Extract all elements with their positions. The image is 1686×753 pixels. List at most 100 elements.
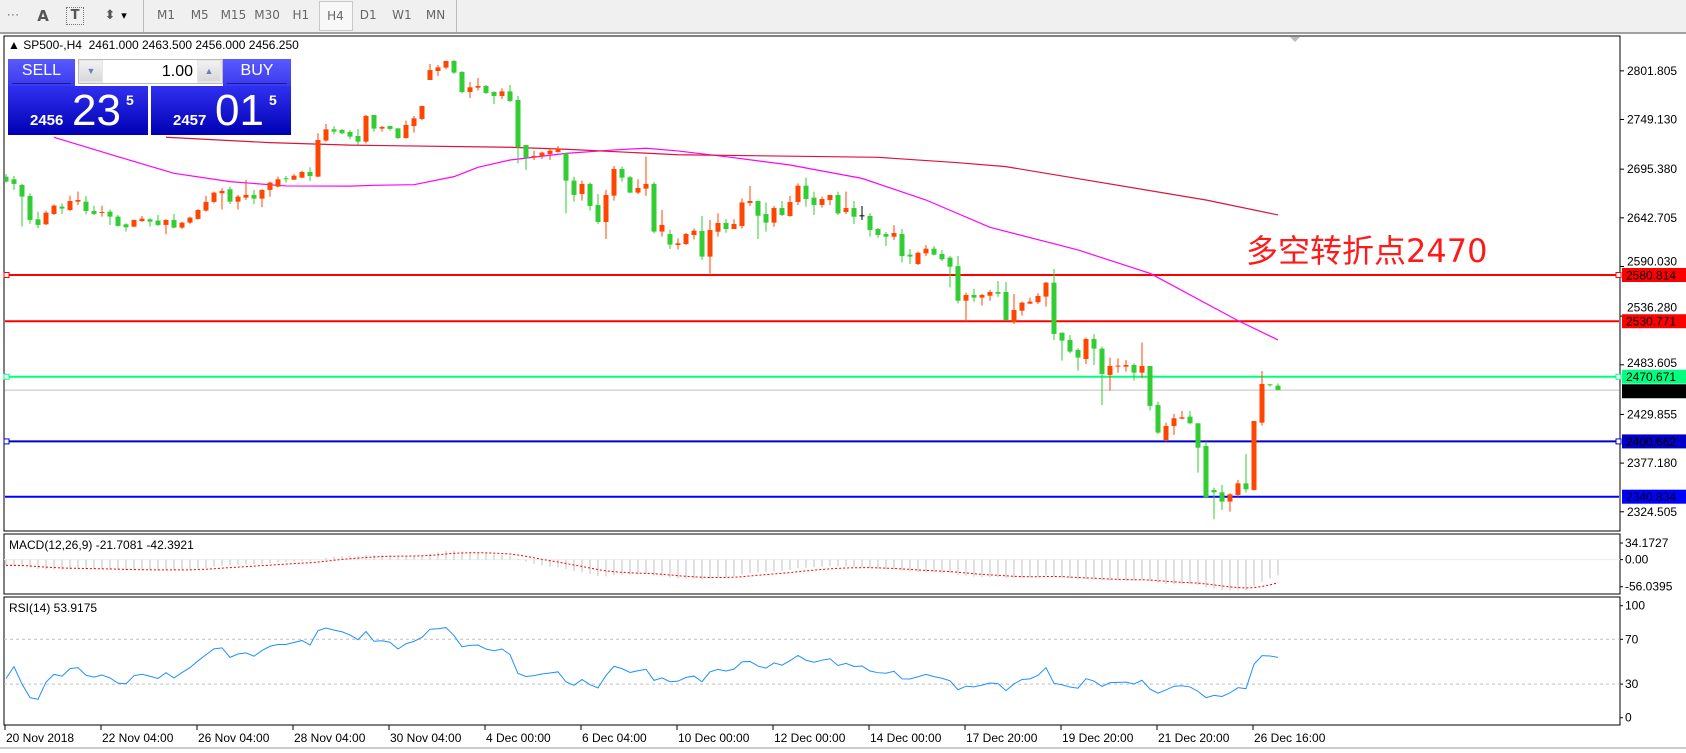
- candle[interactable]: [651, 181, 657, 234]
- candle[interactable]: [659, 209, 665, 237]
- timeframe-m5[interactable]: M5: [190, 8, 209, 22]
- candle[interactable]: [131, 219, 137, 228]
- candle[interactable]: [1267, 384, 1273, 387]
- timeframe-mn[interactable]: MN: [425, 8, 446, 22]
- candle[interactable]: [371, 115, 377, 132]
- candle[interactable]: [923, 244, 929, 256]
- text-label-tool-icon[interactable]: T: [66, 7, 84, 25]
- candle[interactable]: [1259, 370, 1265, 426]
- collapse-icon[interactable]: ▲: [8, 38, 20, 52]
- candle[interactable]: [227, 186, 233, 204]
- candle[interactable]: [339, 128, 345, 135]
- buy-button[interactable]: BUY: [223, 59, 291, 87]
- candle[interactable]: [27, 193, 33, 224]
- candle[interactable]: [947, 255, 953, 288]
- candle[interactable]: [523, 144, 529, 170]
- grid-icon[interactable]: ⋯: [6, 8, 20, 23]
- candle[interactable]: [1107, 357, 1113, 391]
- candle[interactable]: [1243, 453, 1249, 493]
- candle[interactable]: [1235, 479, 1241, 497]
- arrows-tool-icon[interactable]: ⬍: [104, 8, 116, 23]
- candle[interactable]: [1227, 493, 1233, 512]
- macd-panel[interactable]: [3, 533, 1621, 595]
- timeframe-h4[interactable]: H4: [318, 1, 353, 31]
- candle[interactable]: [811, 191, 817, 215]
- candle[interactable]: [1043, 281, 1049, 307]
- candle[interactable]: [675, 238, 681, 250]
- candle[interactable]: [707, 220, 713, 276]
- candle[interactable]: [1099, 346, 1105, 405]
- candle[interactable]: [1195, 423, 1201, 473]
- candle[interactable]: [507, 84, 513, 102]
- candle[interactable]: [51, 204, 57, 215]
- candle[interactable]: [595, 193, 601, 224]
- sell-button[interactable]: SELL: [8, 59, 75, 87]
- lot-decrease-button[interactable]: ▼: [80, 61, 102, 81]
- candle[interactable]: [91, 206, 97, 215]
- candle[interactable]: [699, 215, 705, 260]
- timeframe-d1[interactable]: D1: [359, 8, 377, 22]
- text-tool-icon[interactable]: A: [37, 7, 49, 25]
- candle[interactable]: [995, 281, 1001, 297]
- candle[interactable]: [787, 196, 793, 217]
- candle[interactable]: [1091, 333, 1097, 365]
- candle[interactable]: [731, 219, 737, 230]
- candle[interactable]: [315, 133, 321, 178]
- candle[interactable]: [571, 176, 577, 202]
- candle[interactable]: [1219, 484, 1225, 510]
- candle[interactable]: [59, 203, 65, 214]
- candle[interactable]: [1083, 337, 1089, 364]
- candle[interactable]: [115, 214, 121, 227]
- candle[interactable]: [155, 214, 161, 226]
- candle[interactable]: [75, 191, 81, 205]
- candle[interactable]: [4, 173, 9, 183]
- candle[interactable]: [451, 59, 457, 74]
- candle[interactable]: [179, 221, 185, 229]
- candle[interactable]: [219, 188, 225, 210]
- lot-size-input[interactable]: [103, 60, 197, 83]
- candle[interactable]: [539, 151, 545, 159]
- candle[interactable]: [363, 115, 369, 144]
- candle[interactable]: [475, 77, 481, 91]
- candle[interactable]: [491, 91, 497, 105]
- candle[interactable]: [835, 191, 841, 215]
- candle[interactable]: [755, 201, 761, 239]
- candle[interactable]: [107, 209, 113, 225]
- candle[interactable]: [467, 81, 473, 99]
- candle[interactable]: [715, 213, 721, 237]
- candle[interactable]: [803, 177, 809, 207]
- candle[interactable]: [1019, 301, 1025, 316]
- candle[interactable]: [395, 128, 401, 140]
- candle[interactable]: [763, 202, 769, 232]
- candle[interactable]: [419, 105, 425, 120]
- candle[interactable]: [187, 216, 193, 224]
- candle[interactable]: [747, 186, 753, 207]
- candle[interactable]: [723, 219, 729, 233]
- candle[interactable]: [531, 150, 537, 160]
- candle[interactable]: [915, 251, 921, 266]
- candle[interactable]: [1011, 293, 1017, 324]
- candle[interactable]: [331, 126, 337, 135]
- timeframe-h1[interactable]: H1: [292, 8, 310, 22]
- candle[interactable]: [1051, 269, 1057, 340]
- candle[interactable]: [251, 189, 257, 204]
- arrows-dropdown-icon[interactable]: ▾: [121, 9, 127, 22]
- candle[interactable]: [1123, 360, 1129, 372]
- candle[interactable]: [1067, 334, 1073, 354]
- line-handle-left[interactable]: [3, 438, 10, 445]
- candle[interactable]: [139, 215, 145, 222]
- candle[interactable]: [443, 60, 449, 70]
- timeframe-m15[interactable]: M15: [220, 8, 247, 22]
- candle[interactable]: [1211, 487, 1217, 520]
- candle[interactable]: [323, 123, 329, 142]
- candle[interactable]: [739, 198, 745, 229]
- candle[interactable]: [963, 292, 969, 322]
- candle[interactable]: [907, 249, 913, 265]
- lot-increase-button[interactable]: ▲: [198, 61, 220, 81]
- candle[interactable]: [819, 196, 825, 208]
- candle[interactable]: [35, 211, 41, 229]
- line-handle-left[interactable]: [3, 271, 10, 278]
- candle[interactable]: [67, 195, 73, 212]
- candle[interactable]: [307, 167, 313, 181]
- sell-price-button[interactable]: 2456 23 5: [8, 86, 148, 135]
